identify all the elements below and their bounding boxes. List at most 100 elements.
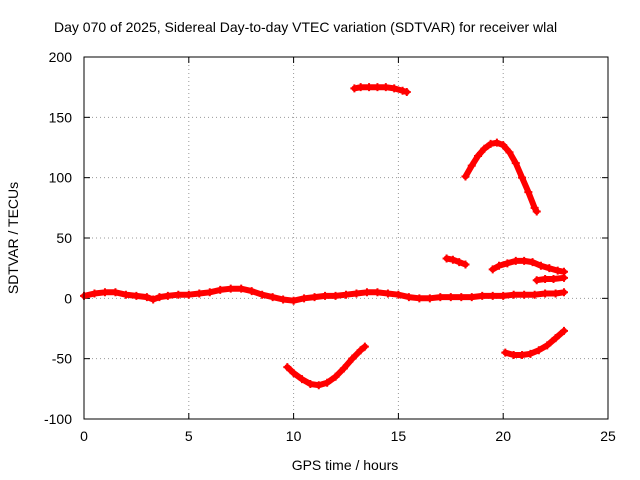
data-point bbox=[360, 342, 369, 351]
data-point bbox=[121, 290, 130, 299]
data-point bbox=[155, 293, 164, 302]
data-point bbox=[283, 363, 292, 372]
series-arc-top bbox=[350, 83, 411, 96]
data-point bbox=[499, 291, 508, 300]
data-point bbox=[524, 188, 533, 197]
data-point bbox=[488, 265, 497, 274]
data-point bbox=[321, 291, 330, 300]
data-point bbox=[398, 86, 407, 95]
data-point bbox=[132, 291, 141, 300]
data-point bbox=[467, 161, 476, 170]
y-tick-label: 0 bbox=[64, 290, 72, 306]
data-point bbox=[446, 293, 455, 302]
data-point bbox=[480, 144, 489, 153]
data-point bbox=[509, 290, 518, 299]
data-point bbox=[226, 284, 235, 293]
data-point bbox=[551, 289, 560, 298]
y-tick-label: -100 bbox=[44, 411, 72, 427]
data-point bbox=[381, 83, 390, 92]
x-tick-label: 0 bbox=[80, 428, 88, 444]
data-point bbox=[350, 84, 359, 93]
data-point bbox=[478, 291, 487, 300]
data-point bbox=[442, 254, 451, 263]
data-point bbox=[362, 288, 371, 297]
data-point bbox=[559, 326, 568, 335]
data-point bbox=[425, 294, 434, 303]
data-point bbox=[495, 261, 504, 270]
data-point bbox=[551, 334, 560, 343]
data-point bbox=[352, 289, 361, 298]
data-point bbox=[216, 285, 225, 294]
data-point bbox=[90, 289, 99, 298]
data-point bbox=[205, 288, 214, 297]
series-segment-short bbox=[442, 254, 470, 269]
data-point bbox=[455, 258, 464, 267]
data-point bbox=[549, 275, 558, 284]
data-point bbox=[518, 173, 527, 182]
x-axis-label: GPS time / hours bbox=[292, 457, 399, 473]
x-tick-label: 5 bbox=[185, 428, 193, 444]
data-point bbox=[499, 141, 508, 150]
data-point bbox=[258, 290, 267, 299]
data-point bbox=[300, 294, 309, 303]
y-axis-label: SDTVAR / TECUs bbox=[5, 182, 21, 294]
data-point bbox=[342, 290, 350, 299]
x-tick-label: 25 bbox=[600, 428, 616, 444]
series-arc-mid-right bbox=[488, 256, 568, 276]
data-point bbox=[461, 260, 470, 269]
data-point bbox=[532, 276, 541, 285]
data-point bbox=[237, 284, 246, 293]
data-point bbox=[268, 293, 277, 302]
data-point bbox=[467, 293, 476, 302]
data-point bbox=[297, 375, 306, 384]
x-tick-label: 10 bbox=[286, 428, 302, 444]
data-point bbox=[149, 295, 158, 304]
data-point bbox=[289, 296, 298, 305]
data-point bbox=[310, 293, 319, 302]
data-point bbox=[541, 275, 550, 284]
data-point bbox=[356, 346, 365, 355]
data-point bbox=[461, 172, 470, 181]
data-point bbox=[356, 83, 365, 92]
data-point bbox=[530, 290, 539, 299]
data-point bbox=[457, 293, 466, 302]
data-point bbox=[390, 84, 399, 93]
y-tick-label: 150 bbox=[49, 109, 73, 125]
data-point bbox=[532, 207, 541, 216]
series-baseline bbox=[80, 284, 568, 305]
data-point bbox=[543, 341, 552, 350]
data-point bbox=[348, 354, 357, 363]
data-point bbox=[536, 261, 545, 270]
data-point bbox=[541, 289, 550, 298]
data-point bbox=[553, 266, 562, 275]
y-tick-label: 200 bbox=[49, 49, 73, 65]
data-point bbox=[518, 351, 527, 360]
data-point bbox=[488, 291, 497, 300]
data-point bbox=[511, 256, 520, 265]
data-point bbox=[448, 255, 457, 264]
data-point bbox=[373, 83, 382, 92]
data-point bbox=[314, 381, 323, 390]
data-point bbox=[559, 273, 568, 282]
data-point bbox=[279, 295, 288, 304]
data-point bbox=[520, 290, 529, 299]
y-tick-label: 50 bbox=[56, 230, 72, 246]
data-point bbox=[331, 372, 340, 381]
data-point bbox=[503, 259, 512, 268]
data-point bbox=[100, 288, 109, 297]
data-point bbox=[394, 290, 403, 299]
data-point bbox=[402, 87, 411, 96]
data-point bbox=[404, 293, 413, 302]
data-point bbox=[289, 369, 298, 378]
data-point bbox=[505, 148, 514, 157]
data-point bbox=[474, 151, 483, 160]
x-tick-label: 15 bbox=[391, 428, 407, 444]
data-point bbox=[306, 380, 315, 389]
data-point bbox=[436, 293, 445, 302]
data-point bbox=[511, 159, 520, 168]
data-point bbox=[545, 264, 554, 273]
axis-ticks: 0 5 10 15 20 25 -100 -50 0 50 100 150 200 bbox=[44, 49, 616, 444]
x-tick-label: 20 bbox=[495, 428, 511, 444]
